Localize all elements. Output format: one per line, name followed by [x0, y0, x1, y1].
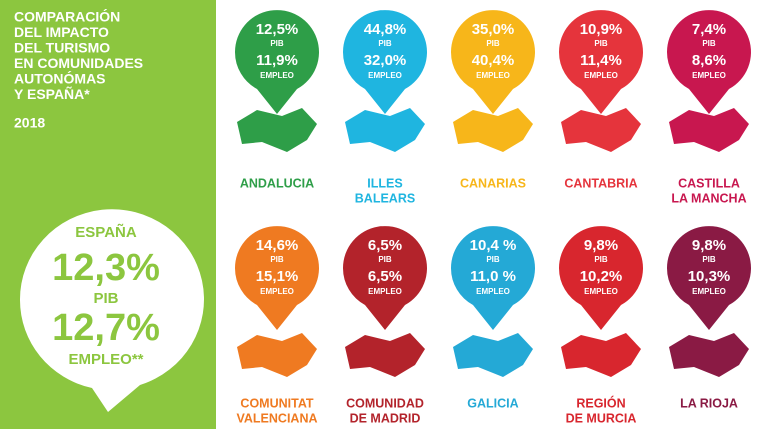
- region-name: BALEARS: [355, 191, 415, 205]
- region-map: [345, 108, 425, 152]
- region-empleo: 11,0 %: [470, 268, 516, 285]
- region-map: [237, 108, 317, 152]
- region-empleo: 10,3%: [688, 268, 731, 285]
- region-bubble: [666, 226, 752, 330]
- spain-pib-label: PIB: [93, 290, 118, 307]
- region-empleo: 11,9%: [256, 52, 298, 69]
- pib-label: PIB: [594, 255, 608, 264]
- pib-label: PIB: [378, 39, 392, 48]
- region-name: ANDALUCIA: [240, 176, 314, 190]
- region-name: LA MANCHA: [671, 191, 746, 205]
- empleo-label: EMPLEO: [584, 71, 618, 80]
- region-empleo: 8,6%: [692, 52, 726, 69]
- region-pib: 9,8%: [692, 237, 726, 254]
- region-empleo: 15,1%: [256, 268, 299, 285]
- empleo-label: EMPLEO: [476, 71, 510, 80]
- empleo-label: EMPLEO: [260, 71, 294, 80]
- region-pib: 7,4%: [692, 21, 726, 38]
- region-map: [669, 333, 749, 377]
- title-line: DEL IMPACTO: [14, 24, 109, 40]
- region-bubble: [342, 226, 427, 330]
- region-map: [561, 333, 641, 377]
- empleo-label: EMPLEO: [368, 287, 402, 296]
- region-map: [345, 333, 425, 377]
- region-bubble: [234, 226, 319, 330]
- region-bubble: [450, 226, 535, 330]
- pib-label: PIB: [270, 39, 284, 48]
- region-name: LA RIOJA: [680, 396, 738, 410]
- title-line: EN COMUNIDADES: [14, 55, 143, 71]
- region-name: DE MADRID: [350, 411, 421, 425]
- regions-grid: 12,5%PIB11,9%EMPLEOANDALUCIA44,8%PIB32,0…: [234, 10, 752, 425]
- region-name: ILLES: [367, 176, 402, 190]
- region-pib: 44,8%: [364, 21, 407, 38]
- region-pib: 9,8%: [584, 237, 618, 254]
- pib-label: PIB: [594, 39, 608, 48]
- title-line: DEL TURISMO: [14, 40, 110, 56]
- pib-label: PIB: [270, 255, 284, 264]
- region-name: REGIÓN: [576, 395, 625, 410]
- region-map: [453, 333, 533, 377]
- region-bubble: [342, 10, 427, 114]
- region-empleo: 32,0%: [364, 52, 407, 69]
- empleo-label: EMPLEO: [260, 287, 294, 296]
- region-name: VALENCIANA: [236, 411, 317, 425]
- spain-empleo-label: EMPLEO**: [68, 351, 143, 368]
- title-line: AUTONÓMAS: [14, 70, 106, 87]
- region-bubble: [666, 10, 752, 114]
- region-name: DE MURCIA: [566, 411, 637, 425]
- empleo-label: EMPLEO: [692, 287, 726, 296]
- region-name: GALICIA: [467, 396, 518, 410]
- pib-label: PIB: [486, 255, 500, 264]
- spain-empleo: 12,7%: [52, 307, 160, 349]
- region-empleo: 10,2%: [580, 268, 623, 285]
- region-pib: 14,6%: [256, 237, 299, 254]
- region-map: [453, 108, 533, 152]
- spain-bubble: [19, 209, 204, 412]
- pib-label: PIB: [702, 255, 716, 264]
- region-bubble: [450, 10, 535, 114]
- region-pib: 35,0%: [472, 21, 515, 38]
- region-name: COMUNITAT: [240, 396, 313, 410]
- region-name: CASTILLA: [678, 176, 740, 190]
- region-empleo: 6,5%: [368, 268, 402, 285]
- region-map: [669, 108, 749, 152]
- region-bubble: [558, 10, 643, 114]
- pib-label: PIB: [486, 39, 500, 48]
- region-empleo: 11,4%: [580, 52, 622, 69]
- empleo-label: EMPLEO: [692, 71, 726, 80]
- region-bubble: [234, 10, 319, 114]
- spain-pib: 12,3%: [52, 247, 160, 289]
- title-line: COMPARACIÓN: [14, 8, 120, 25]
- region-map: [561, 108, 641, 152]
- region-name: CANARIAS: [460, 176, 526, 190]
- region-bubble: [558, 226, 643, 330]
- region-name: COMUNIDAD: [346, 396, 424, 410]
- empleo-label: EMPLEO: [476, 287, 510, 296]
- region-pib: 10,4 %: [470, 237, 517, 254]
- pib-label: PIB: [702, 39, 716, 48]
- region-pib: 12,5%: [256, 21, 299, 38]
- empleo-label: EMPLEO: [368, 71, 402, 80]
- year: 2018: [14, 115, 45, 131]
- region-pib: 10,9%: [580, 21, 623, 38]
- region-empleo: 40,4%: [472, 52, 515, 69]
- region-map: [237, 333, 317, 377]
- region-name: CANTABRIA: [564, 176, 637, 190]
- region-pib: 6,5%: [368, 237, 402, 254]
- title-line: Y ESPAÑA*: [14, 85, 90, 102]
- empleo-label: EMPLEO: [584, 287, 618, 296]
- spain-name: ESPAÑA: [75, 223, 137, 241]
- pib-label: PIB: [378, 255, 392, 264]
